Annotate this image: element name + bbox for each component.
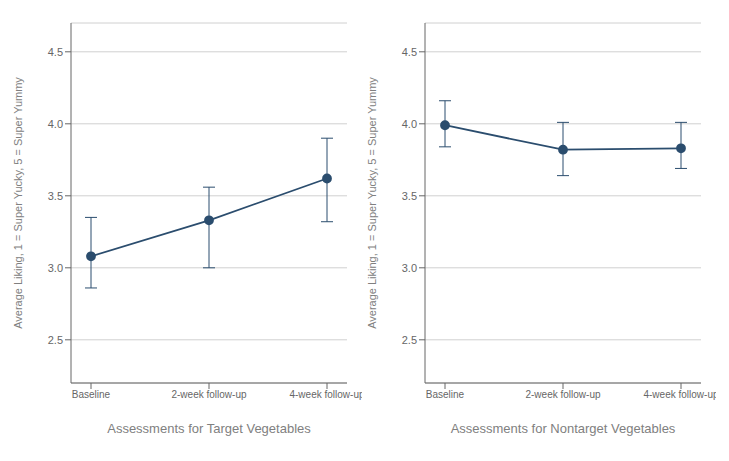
- svg-text:3.0: 3.0: [402, 262, 417, 274]
- svg-text:Average Liking, 1 = Super Yuck: Average Liking, 1 = Super Yucky, 5 = Sup…: [366, 77, 378, 329]
- svg-text:3.0: 3.0: [48, 262, 63, 274]
- svg-text:4.0: 4.0: [48, 118, 63, 130]
- svg-text:2-week follow-up: 2-week follow-up: [171, 389, 246, 400]
- svg-text:4.5: 4.5: [48, 46, 63, 58]
- svg-text:2.5: 2.5: [402, 334, 417, 346]
- svg-text:2-week follow-up: 2-week follow-up: [525, 389, 600, 400]
- svg-text:Baseline: Baseline: [426, 389, 465, 400]
- svg-text:4-week follow-up: 4-week follow-up: [289, 389, 362, 400]
- svg-text:Baseline: Baseline: [72, 389, 111, 400]
- svg-text:Assessments for Target Vegetab: Assessments for Target Vegetables: [107, 421, 311, 436]
- svg-text:Average Liking, 1 = Super Yuck: Average Liking, 1 = Super Yucky, 5 = Sup…: [12, 77, 24, 329]
- svg-text:2.5: 2.5: [48, 334, 63, 346]
- svg-text:4.5: 4.5: [402, 46, 417, 58]
- svg-text:3.5: 3.5: [48, 190, 63, 202]
- svg-text:4.0: 4.0: [402, 118, 417, 130]
- svg-text:3.5: 3.5: [402, 190, 417, 202]
- svg-text:4-week follow-up: 4-week follow-up: [643, 389, 716, 400]
- svg-text:Assessments for Nontarget Vege: Assessments for Nontarget Vegetables: [451, 421, 676, 436]
